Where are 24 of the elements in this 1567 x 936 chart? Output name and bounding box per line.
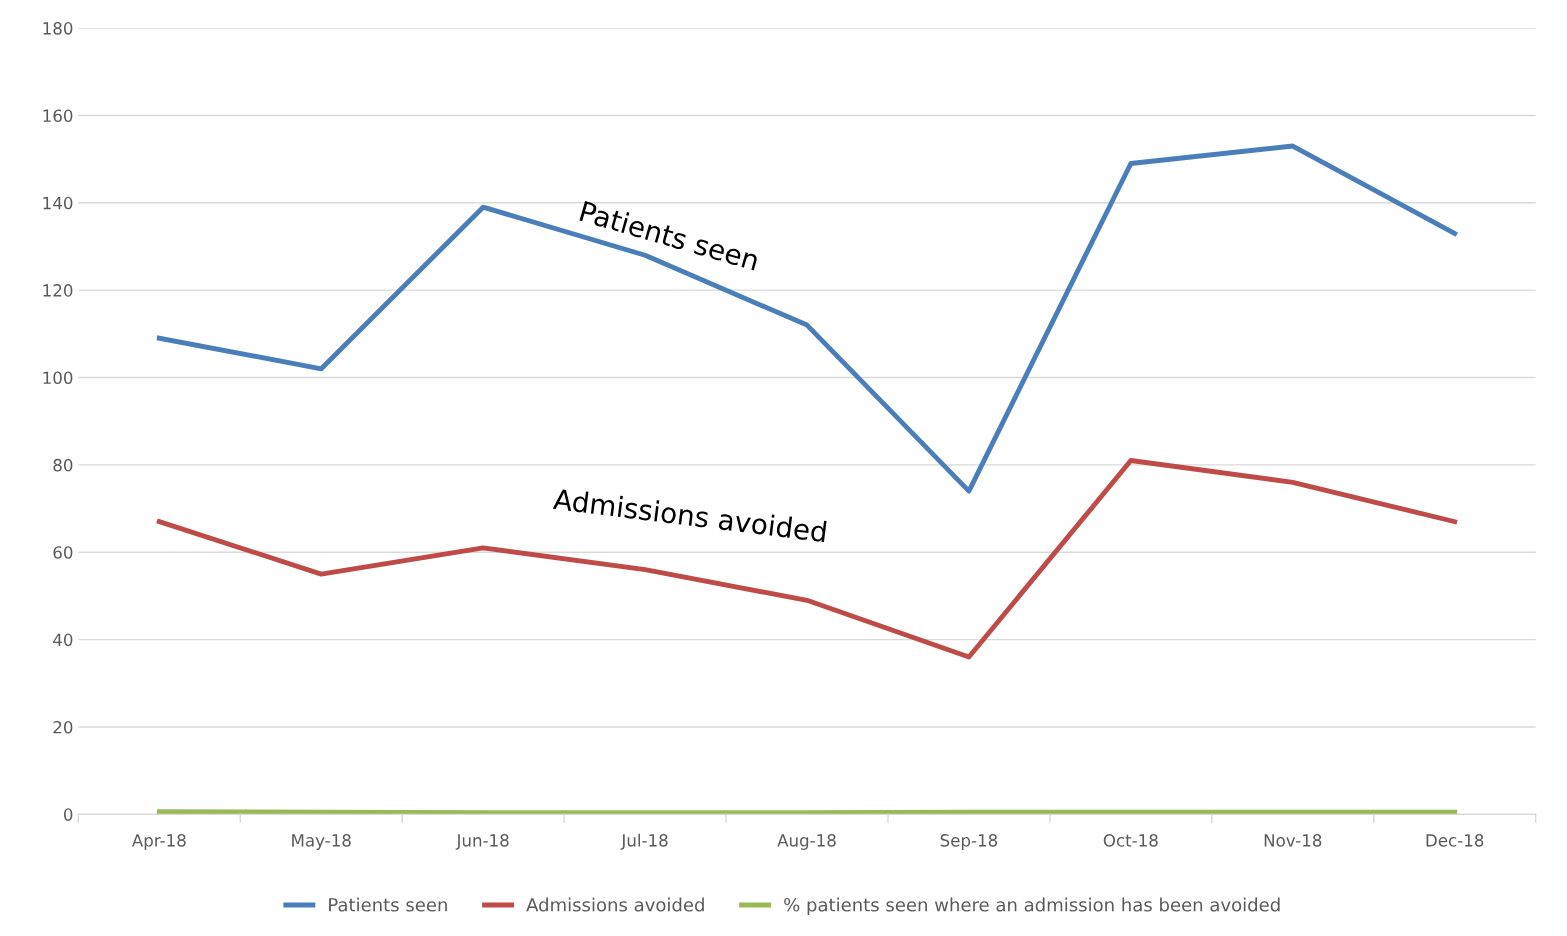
y-tick-label: 60 [53, 546, 73, 559]
y-tick-label: 0 [63, 808, 73, 821]
legend-label: Patients seen [329, 897, 447, 912]
y-tick-label: 100 [43, 371, 73, 385]
y-tick-label: 140 [43, 196, 73, 210]
y-tick-label: 80 [53, 458, 73, 472]
y-tick-label: 40 [53, 633, 73, 647]
annotation: Admissions avoided [552, 487, 827, 543]
x-tick-label: May-18 [292, 834, 351, 850]
x-tick-label: Jun-18 [455, 834, 509, 850]
x-tick-label: Oct-18 [1103, 834, 1158, 847]
x-tick-label: Aug-18 [777, 834, 836, 850]
x-tick-label: Dec-18 [1426, 834, 1484, 847]
x-tick-label: Nov-18 [1264, 834, 1322, 847]
y-tick-label: 180 [43, 22, 73, 35]
y-tick-label: 20 [53, 720, 73, 734]
legend-label: % patients seen where an admission has been avoided [784, 897, 1280, 916]
x-tick-label: Apr-18 [131, 834, 186, 850]
legend-label: Admissions avoided [526, 897, 704, 912]
x-tick-label: Sep-18 [940, 834, 998, 850]
y-tick-label: 160 [43, 109, 73, 123]
line-series [156, 458, 1458, 660]
x-tick-label: Jul-18 [620, 833, 668, 850]
y-tick-label: 120 [43, 284, 73, 297]
